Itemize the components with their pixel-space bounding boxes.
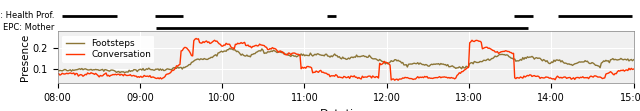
X-axis label: Datetime: Datetime xyxy=(319,109,372,111)
Footsteps xyxy=(54,70,61,72)
Conversation xyxy=(630,68,637,70)
Conversation xyxy=(192,38,200,39)
Conversation xyxy=(399,77,406,79)
Footsteps xyxy=(333,55,340,56)
Footsteps xyxy=(399,62,406,63)
Footsteps xyxy=(330,55,337,56)
Footsteps xyxy=(368,57,376,59)
Legend: Footsteps, Conversation: Footsteps, Conversation xyxy=(62,36,154,63)
Conversation xyxy=(367,76,374,77)
Line: Footsteps: Footsteps xyxy=(58,48,634,73)
Footsteps xyxy=(528,56,536,57)
Footsteps xyxy=(226,48,234,49)
Conversation xyxy=(528,76,536,77)
Conversation xyxy=(394,80,402,81)
Conversation xyxy=(328,75,336,77)
Conversation xyxy=(332,74,340,75)
Text: EPC: Mother: EPC: Mother xyxy=(3,23,54,32)
Footsteps xyxy=(116,72,124,73)
Conversation xyxy=(618,70,626,71)
Conversation xyxy=(54,73,61,74)
Footsteps xyxy=(630,59,637,60)
Footsteps xyxy=(618,59,626,60)
Y-axis label: Presence: Presence xyxy=(20,34,29,81)
Line: Conversation: Conversation xyxy=(58,39,634,80)
Text: EPC: Health Prof.: EPC: Health Prof. xyxy=(0,11,54,20)
